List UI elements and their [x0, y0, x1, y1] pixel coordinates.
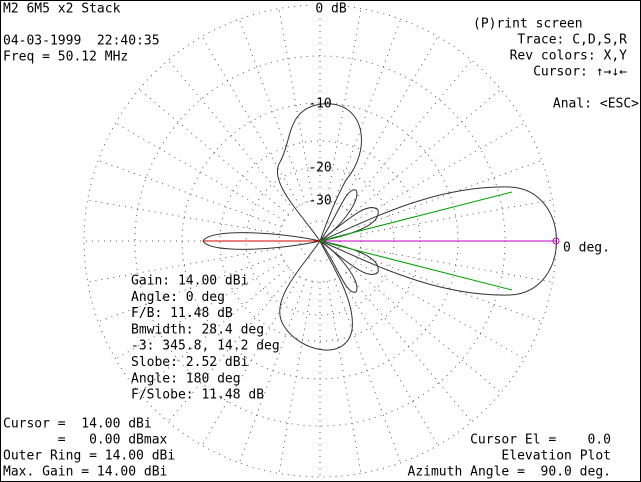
spoke [98, 159, 282, 228]
spoke [355, 261, 525, 360]
title: M2 6M5 x2 Stack [3, 2, 121, 17]
spoke [358, 254, 542, 323]
spoke [351, 88, 502, 216]
spoke [340, 36, 439, 206]
info-line: Gain: 14.00 dBi [131, 274, 248, 289]
ring-label: -10 [308, 97, 331, 112]
menu-anal[interactable]: Anal: <ESC> [553, 97, 639, 112]
info-line: Angle: 0 deg [131, 290, 225, 305]
menu-trace[interactable]: Trace: C,D,S,R [517, 33, 627, 48]
spoke [138, 266, 289, 394]
footer-left-line: = 0.00 dBmax [3, 433, 168, 448]
ring-label: 0 dB [315, 2, 346, 17]
spoke [345, 272, 473, 423]
spoke [355, 122, 525, 221]
spoke [358, 159, 542, 228]
spoke [278, 8, 314, 201]
spoke [201, 36, 300, 206]
spoke [87, 247, 280, 283]
footer-left-line: Max. Gain = 14.00 dBi [3, 465, 167, 480]
spoke [167, 59, 295, 210]
spoke [326, 8, 362, 201]
spoke [333, 279, 402, 463]
footer-right-line: Elevation Plot [501, 449, 611, 464]
spoke [238, 279, 307, 463]
spoke [333, 19, 402, 203]
spoke [238, 19, 307, 203]
spoke [87, 199, 280, 235]
footer-right-line: Cursor El = 0.0 [470, 433, 611, 448]
spoke [167, 272, 295, 423]
spoke [345, 59, 473, 210]
info-line: F/Slobe: 11.48 dB [131, 388, 264, 403]
menu-rev-colors[interactable]: Rev colors: X,Y [510, 49, 628, 64]
info-line: Angle: 180 deg [131, 371, 241, 386]
label-bg [310, 1, 332, 15]
date-time: 04-03-1999 22:40:35 [3, 34, 160, 49]
cursor-label: 0 deg. [563, 241, 610, 256]
spoke [138, 88, 289, 216]
info-line: -3: 345.8, 14.2 deg [131, 339, 280, 354]
spoke [115, 261, 285, 360]
menu-cursor[interactable]: Cursor: ↑→↓← [533, 65, 627, 80]
spoke [360, 247, 553, 283]
info-line: Bmwidth: 28.4 deg [131, 322, 264, 337]
spoke [201, 276, 300, 446]
footer-left-line: Cursor = 14.00 dBi [3, 417, 152, 432]
spoke [115, 122, 285, 221]
spoke [98, 254, 282, 323]
spoke [340, 276, 439, 446]
spoke [360, 199, 553, 235]
spoke [326, 281, 362, 474]
info-line: Slobe: 2.52 dBi [131, 355, 248, 370]
footer-right-line: Azimuth Angle = 90.0 deg. [408, 465, 612, 480]
spoke [278, 281, 314, 474]
ring-label: -30 [308, 194, 331, 209]
beamwidth-line [319, 240, 513, 291]
beamwidth-line [319, 191, 513, 242]
cursor-marker [552, 237, 560, 245]
frequency: Freq = 50.12 MHz [3, 50, 128, 65]
info-line: F/B: 11.48 dB [131, 306, 233, 321]
spoke [351, 266, 502, 394]
footer-left-line: Outer Ring = 14.00 dBi [3, 449, 175, 464]
menu-print[interactable]: (P)rint screen [473, 17, 583, 32]
ring-label: -20 [308, 161, 331, 176]
